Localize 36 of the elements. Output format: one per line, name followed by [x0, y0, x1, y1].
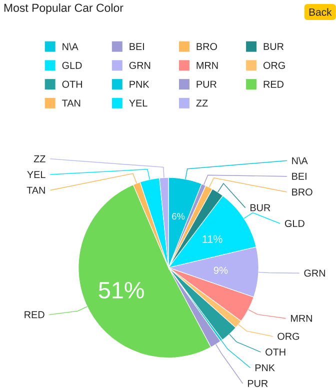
- data-label: 11%: [202, 235, 222, 243]
- legend-label: PUR: [196, 80, 216, 88]
- slice-label: ORG: [278, 332, 300, 340]
- legend-label: GRN: [129, 62, 150, 69]
- legend-label: RED: [264, 80, 284, 88]
- legend-label: TAN: [62, 100, 80, 107]
- data-label: 9%: [214, 266, 228, 274]
- data-label: 51%: [98, 282, 144, 298]
- slice-label: PUR: [248, 380, 268, 387]
- category-label: BRO: [292, 188, 312, 196]
- slice-label: YEL: [27, 171, 46, 178]
- legend-label: GLD: [62, 62, 82, 69]
- slice-label: BEI: [292, 172, 306, 180]
- text: Back: [309, 8, 332, 16]
- legend-label: OTH: [62, 80, 82, 88]
- data-label: 6%: [172, 213, 185, 220]
- legend-label: ORG: [264, 62, 285, 69]
- slice-label: BUR: [250, 204, 270, 212]
- slice-label: PNK: [255, 364, 275, 372]
- legend-label: ZZ: [196, 100, 208, 107]
- slice-label: N\A: [292, 156, 308, 164]
- slice-label: ZZ: [34, 155, 46, 162]
- legend-label: BRO: [196, 43, 217, 50]
- slice-label: GLD: [284, 220, 304, 227]
- legend-label: YEL: [129, 100, 148, 107]
- slice-label: MRN: [291, 314, 312, 322]
- chart-title: Most Popular Car Color: [4, 3, 124, 14]
- slice-label: OTH: [266, 348, 286, 356]
- category-label: TAN: [26, 186, 45, 194]
- legend-label: PNK: [130, 80, 150, 88]
- legend-label: BUR: [264, 43, 284, 50]
- legend-label: N\A: [62, 42, 78, 50]
- legend-label: BEI: [130, 43, 144, 50]
- slice-label: RED: [24, 311, 44, 318]
- slice-label: GRN: [304, 270, 325, 277]
- legend-label: MRN: [196, 62, 218, 69]
